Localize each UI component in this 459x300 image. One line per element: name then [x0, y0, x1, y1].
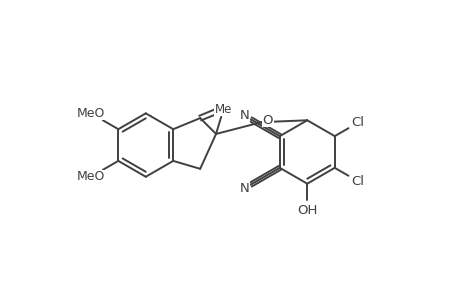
Text: O: O [262, 114, 272, 127]
Text: MeO: MeO [77, 170, 105, 183]
Text: MeO: MeO [77, 107, 105, 120]
Text: Cl: Cl [351, 116, 364, 129]
Text: N: N [239, 109, 249, 122]
Text: OH: OH [297, 204, 317, 217]
Text: O: O [220, 101, 230, 114]
Text: Cl: Cl [351, 175, 364, 188]
Text: Me: Me [214, 103, 232, 116]
Text: N: N [239, 182, 249, 195]
